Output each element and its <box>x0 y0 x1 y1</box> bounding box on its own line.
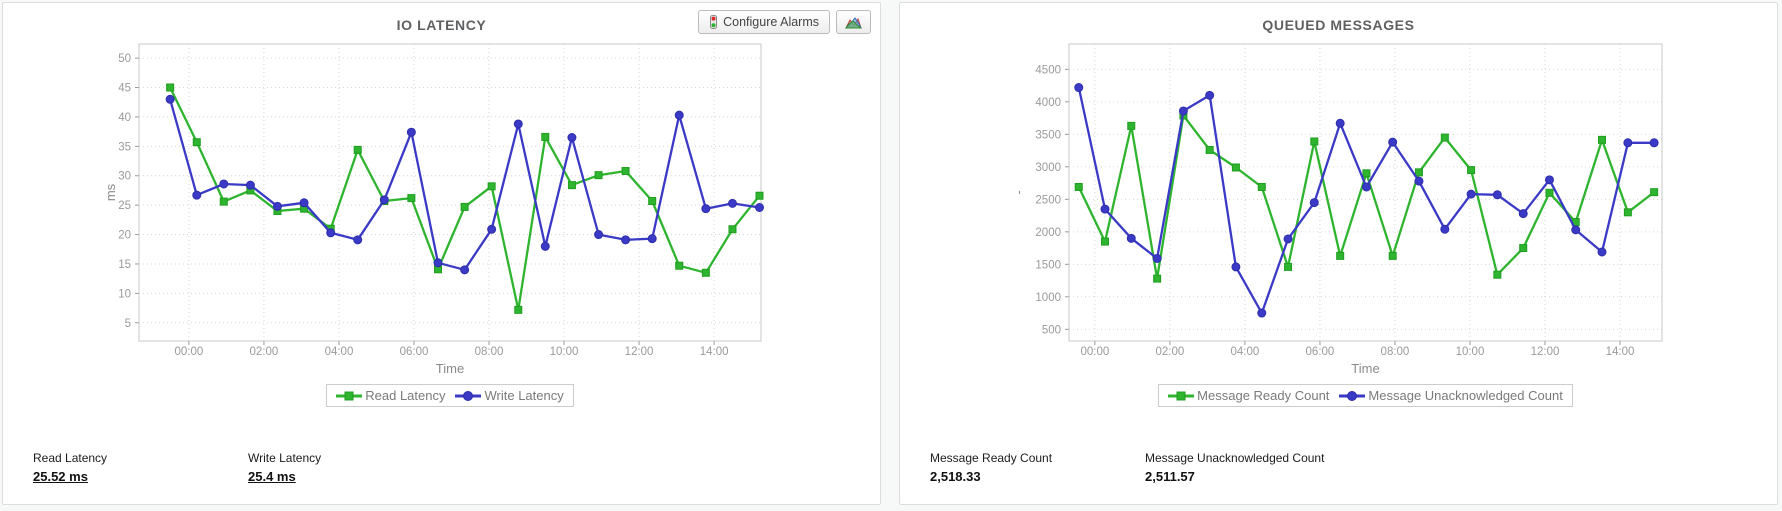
svg-text:50: 50 <box>118 53 131 65</box>
svg-text:08:00: 08:00 <box>1381 346 1410 358</box>
stat-label: Write Latency <box>248 451 322 465</box>
panel-io-latency: Configure Alarms IO LATENCY 00:00 02:00 04… <box>2 2 881 505</box>
queued-messages-stats: Message Ready Count 2,518.33 Message Una… <box>930 451 1360 484</box>
svg-text:10:00: 10:00 <box>1456 346 1485 358</box>
legend-label: Message Ready Count <box>1197 388 1330 403</box>
configure-alarms-label: Configure Alarms <box>723 14 819 29</box>
stat-message-ready: Message Ready Count 2,518.33 <box>930 451 1145 484</box>
configure-alarms-button[interactable]: Configure Alarms <box>698 10 830 34</box>
svg-text:-: - <box>1011 190 1026 194</box>
svg-text:35: 35 <box>118 141 131 153</box>
stat-label: Message Ready Count <box>930 451 1053 465</box>
chart-title-io-latency: IO LATENCY <box>396 17 487 33</box>
legend-box: Message Ready Count Message Unacknowledge… <box>1158 384 1573 407</box>
svg-text:14:00: 14:00 <box>1606 346 1635 358</box>
svg-text:02:00: 02:00 <box>250 346 279 358</box>
svg-text:25: 25 <box>118 200 131 212</box>
circle-marker-icon <box>455 390 482 401</box>
svg-text:08:00: 08:00 <box>475 346 504 358</box>
io-latency-legend: Read Latency Write Latency <box>139 384 761 407</box>
queued-messages-chart[interactable]: 00:00 02:00 04:00 06:00 08:00 10:00 12:00 14:00… <box>900 35 1777 380</box>
svg-text:06:00: 06:00 <box>1306 346 1335 358</box>
svg-text:Time: Time <box>1351 361 1379 376</box>
svg-text:20: 20 <box>118 230 131 242</box>
area-chart-icon <box>845 16 862 28</box>
legend-label: Message Unacknowledged Count <box>1368 388 1563 403</box>
svg-text:40: 40 <box>118 112 131 124</box>
svg-text:45: 45 <box>118 83 131 95</box>
legend-box: Read Latency Write Latency <box>326 384 574 407</box>
legend-item-message-unacknowledged-count[interactable]: Message Unacknowledged Count <box>1339 388 1563 403</box>
stat-label: Message Unacknowledged Count <box>1145 451 1325 465</box>
svg-text:15: 15 <box>118 259 131 271</box>
stat-message-unacknowledged: Message Unacknowledged Count 2,511.57 <box>1145 451 1360 484</box>
legend-label: Read Latency <box>365 388 446 403</box>
chart-title-queued-messages: QUEUED MESSAGES <box>1262 17 1415 33</box>
svg-text:12:00: 12:00 <box>1531 346 1560 358</box>
svg-text:3500: 3500 <box>1035 129 1061 141</box>
svg-text:10: 10 <box>118 288 131 300</box>
svg-text:04:00: 04:00 <box>325 346 354 358</box>
traffic-light-icon <box>710 15 718 29</box>
svg-text:2500: 2500 <box>1035 194 1061 206</box>
svg-text:02:00: 02:00 <box>1156 346 1185 358</box>
svg-text:12:00: 12:00 <box>625 346 654 358</box>
panel-toolbar: Configure Alarms <box>698 10 871 34</box>
legend-item-message-ready-count[interactable]: Message Ready Count <box>1168 388 1329 403</box>
queued-messages-legend: Message Ready Count Message Unacknowledge… <box>1069 384 1662 407</box>
stat-read-latency: Read Latency 25.52 ms <box>33 451 248 484</box>
svg-text:500: 500 <box>1042 324 1061 336</box>
svg-text:1000: 1000 <box>1035 292 1061 304</box>
io-latency-chart[interactable]: 00:00 02:00 04:00 06:00 08:00 10:00 12:00 14:00… <box>3 35 880 380</box>
svg-text:2000: 2000 <box>1035 227 1061 239</box>
svg-text:04:00: 04:00 <box>1231 346 1260 358</box>
legend-item-read-latency[interactable]: Read Latency <box>336 388 445 403</box>
svg-text:00:00: 00:00 <box>175 346 204 358</box>
stat-value: 2,518.33 <box>930 469 981 484</box>
svg-text:10:00: 10:00 <box>550 346 579 358</box>
svg-text:06:00: 06:00 <box>400 346 429 358</box>
svg-text:30: 30 <box>118 171 131 183</box>
stat-value-link[interactable]: 25.52 ms <box>33 469 88 484</box>
svg-text:4000: 4000 <box>1035 97 1061 109</box>
svg-text:1500: 1500 <box>1035 259 1061 271</box>
chart-settings-button[interactable] <box>836 10 871 34</box>
io-latency-stats: Read Latency 25.52 ms Write Latency 25.4… <box>33 451 463 484</box>
svg-text:4500: 4500 <box>1035 64 1061 76</box>
stat-value: 2,511.57 <box>1145 469 1195 484</box>
circle-marker-icon <box>1339 390 1366 401</box>
legend-item-write-latency[interactable]: Write Latency <box>455 388 564 403</box>
square-marker-icon <box>336 391 363 400</box>
svg-text:5: 5 <box>125 318 131 330</box>
square-marker-icon <box>1168 391 1195 400</box>
svg-text:3000: 3000 <box>1035 162 1061 174</box>
stat-write-latency: Write Latency 25.4 ms <box>248 451 463 484</box>
svg-text:Time: Time <box>436 361 464 376</box>
svg-text:14:00: 14:00 <box>700 346 729 358</box>
svg-text:ms: ms <box>103 183 118 201</box>
stat-label: Read Latency <box>33 451 108 465</box>
stat-value-link[interactable]: 25.4 ms <box>248 469 296 484</box>
svg-text:00:00: 00:00 <box>1080 346 1109 358</box>
panel-queued-messages: QUEUED MESSAGES 00:00 02:00 04:00 06:00 08:0… <box>899 2 1778 505</box>
legend-label: Write Latency <box>484 388 564 403</box>
